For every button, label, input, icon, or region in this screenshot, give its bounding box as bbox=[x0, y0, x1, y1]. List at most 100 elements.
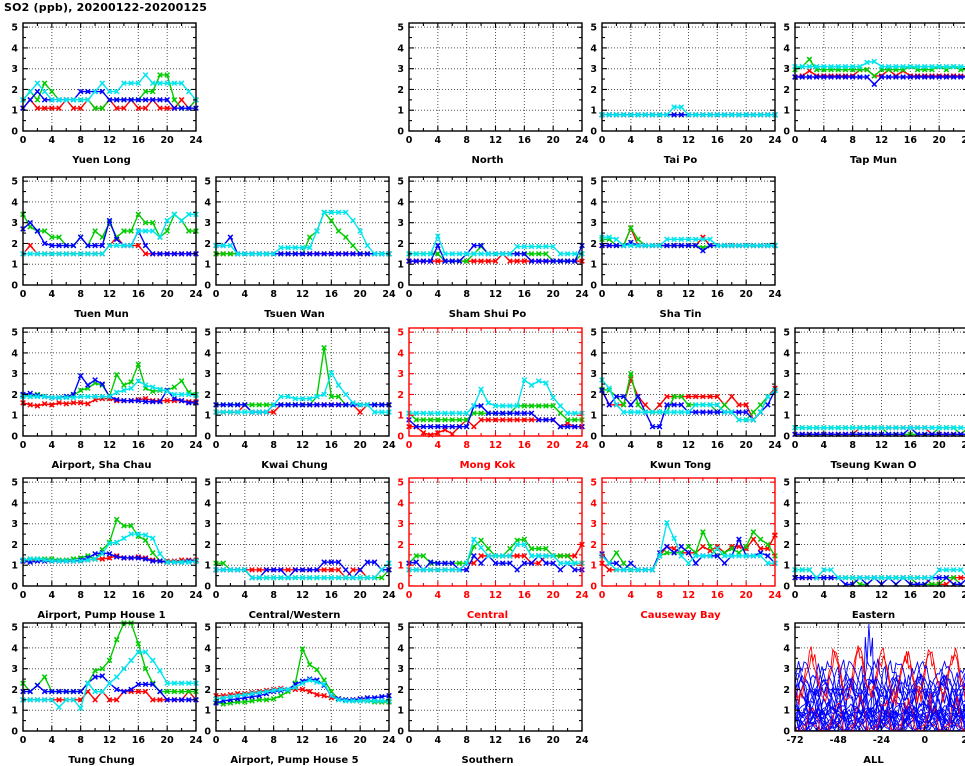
x-tick-label: 16 bbox=[711, 590, 725, 601]
y-tick-label: 3 bbox=[11, 64, 18, 75]
y-tick-label: 2 bbox=[204, 540, 211, 551]
x-tick-label: 12 bbox=[875, 590, 888, 601]
x-tick-label: 0 bbox=[406, 135, 413, 146]
y-tick-label: 5 bbox=[11, 623, 18, 634]
x-tick-label: 4 bbox=[628, 289, 635, 300]
x-tick-label: 4 bbox=[435, 735, 442, 746]
x-tick-label: 8 bbox=[77, 135, 84, 146]
y-tick-label: 3 bbox=[11, 218, 18, 229]
y-tick-label: 4 bbox=[11, 348, 18, 359]
x-tick-label: 20 bbox=[547, 135, 561, 146]
x-tick-label: 12 bbox=[103, 135, 116, 146]
panel-kwun-tong: 0 4 8 12 16 20 24 0 1 2 3 4 5 Kwun Tong bbox=[579, 313, 782, 471]
x-tick-label: 12 bbox=[296, 289, 309, 300]
panel-sham-shui-po: 0 4 8 12 16 20 24 0 1 2 3 4 5 Sham Shui Po bbox=[386, 162, 589, 320]
y-tick-label: 3 bbox=[397, 664, 404, 675]
y-tick-label: 0 bbox=[11, 281, 18, 292]
x-tick-label: 4 bbox=[628, 135, 635, 146]
y-tick-label: 1 bbox=[11, 706, 18, 717]
panel-airport-pump-house-1: 0 4 8 12 16 20 24 0 1 2 3 4 5 Airport, Pump House 1 bbox=[0, 463, 203, 621]
x-tick-label: 24 bbox=[575, 289, 589, 300]
y-tick-label: 1 bbox=[397, 260, 404, 271]
x-tick-label: 24 bbox=[961, 590, 965, 601]
y-tick-label: 5 bbox=[590, 478, 597, 489]
x-tick-label: 20 bbox=[740, 440, 754, 451]
x-tick-label: 8 bbox=[463, 735, 470, 746]
y-tick-label: 3 bbox=[397, 519, 404, 530]
panel-caption: Airport, Sha Chau bbox=[51, 460, 152, 471]
panel-caption: Yuen Long bbox=[72, 155, 131, 166]
x-tick-label: 16 bbox=[518, 135, 532, 146]
panel-airport-sha-chau: 0 4 8 12 16 20 24 0 1 2 3 4 5 Airport, Sha Chau bbox=[0, 313, 203, 471]
y-tick-label: 4 bbox=[783, 348, 790, 359]
panel-tai-po: 0 4 8 12 16 20 24 0 1 2 3 4 5 Tai Po bbox=[579, 8, 782, 166]
y-tick-label: 4 bbox=[783, 43, 790, 54]
y-tick-label: 5 bbox=[397, 478, 404, 489]
y-tick-label: 5 bbox=[397, 623, 404, 634]
y-tick-label: 3 bbox=[783, 664, 790, 675]
x-tick-label: 0 bbox=[20, 289, 27, 300]
y-tick-label: 5 bbox=[783, 623, 790, 634]
y-tick-label: 0 bbox=[397, 281, 404, 292]
x-tick-label: 12 bbox=[489, 135, 502, 146]
panel-southern: 0 4 8 12 16 20 24 0 1 2 3 4 5 Southern bbox=[386, 608, 589, 766]
x-tick-label: 0 bbox=[20, 735, 27, 746]
y-tick-label: 3 bbox=[204, 369, 211, 380]
x-tick-label: 24 bbox=[189, 735, 203, 746]
x-tick-label: 4 bbox=[628, 440, 635, 451]
y-tick-label: 5 bbox=[204, 177, 211, 188]
x-tick-label: 16 bbox=[132, 135, 146, 146]
x-tick-label: 20 bbox=[547, 289, 561, 300]
y-tick-label: 2 bbox=[397, 540, 404, 551]
panel-caption: Mong Kok bbox=[459, 460, 516, 471]
x-tick-label: 8 bbox=[77, 590, 84, 601]
x-tick-label: 12 bbox=[682, 440, 695, 451]
x-tick-label: 16 bbox=[904, 590, 918, 601]
y-tick-label: 1 bbox=[204, 706, 211, 717]
x-tick-label: 4 bbox=[435, 440, 442, 451]
y-tick-label: 2 bbox=[783, 390, 790, 401]
x-tick-label: 16 bbox=[904, 440, 918, 451]
y-tick-label: 4 bbox=[783, 643, 790, 654]
x-tick-label: 4 bbox=[49, 135, 56, 146]
y-tick-label: 1 bbox=[397, 561, 404, 572]
x-tick-label: 12 bbox=[296, 735, 309, 746]
x-tick-label: 20 bbox=[933, 590, 947, 601]
x-tick-label: 20 bbox=[354, 590, 368, 601]
y-tick-label: 1 bbox=[590, 106, 597, 117]
y-tick-label: 1 bbox=[590, 411, 597, 422]
y-tick-label: 1 bbox=[783, 561, 790, 572]
y-tick-label: 3 bbox=[590, 218, 597, 229]
y-tick-label: 1 bbox=[783, 706, 790, 717]
y-tick-label: 1 bbox=[11, 411, 18, 422]
x-tick-label: 12 bbox=[682, 135, 695, 146]
y-tick-label: 0 bbox=[397, 727, 404, 738]
y-tick-label: 1 bbox=[11, 260, 18, 271]
x-tick-label: 12 bbox=[103, 590, 116, 601]
y-tick-label: 3 bbox=[204, 218, 211, 229]
x-tick-label: 8 bbox=[849, 590, 856, 601]
x-tick-label: 20 bbox=[354, 289, 368, 300]
panel-eastern: 04812162024012345Eastern bbox=[772, 463, 965, 621]
panel-caption: Tseung Kwan O bbox=[830, 460, 917, 471]
y-tick-label: 0 bbox=[590, 432, 597, 443]
y-tick-label: 3 bbox=[590, 369, 597, 380]
panel-north: 0 4 8 12 16 20 24 0 1 2 3 4 5 North bbox=[386, 8, 589, 166]
x-tick-label: 24 bbox=[768, 590, 782, 601]
y-tick-label: 0 bbox=[11, 432, 18, 443]
x-tick-label: 12 bbox=[489, 590, 502, 601]
x-tick-label: 16 bbox=[711, 135, 725, 146]
x-tick-label: 20 bbox=[161, 440, 175, 451]
y-tick-label: 0 bbox=[397, 127, 404, 138]
panel-central-western: 0 4 8 12 16 20 24 0 1 2 3 4 5 Central/Western bbox=[193, 463, 396, 621]
x-tick-label: 20 bbox=[161, 735, 175, 746]
x-tick-label: 0 bbox=[921, 735, 928, 746]
x-tick-label: 0 bbox=[213, 590, 220, 601]
x-tick-label: 16 bbox=[132, 735, 146, 746]
y-tick-label: 2 bbox=[204, 390, 211, 401]
y-tick-label: 3 bbox=[11, 519, 18, 530]
y-tick-label: 1 bbox=[397, 106, 404, 117]
x-tick-label: 24 bbox=[961, 735, 965, 746]
x-tick-label: 4 bbox=[242, 590, 249, 601]
y-tick-label: 4 bbox=[590, 348, 597, 359]
